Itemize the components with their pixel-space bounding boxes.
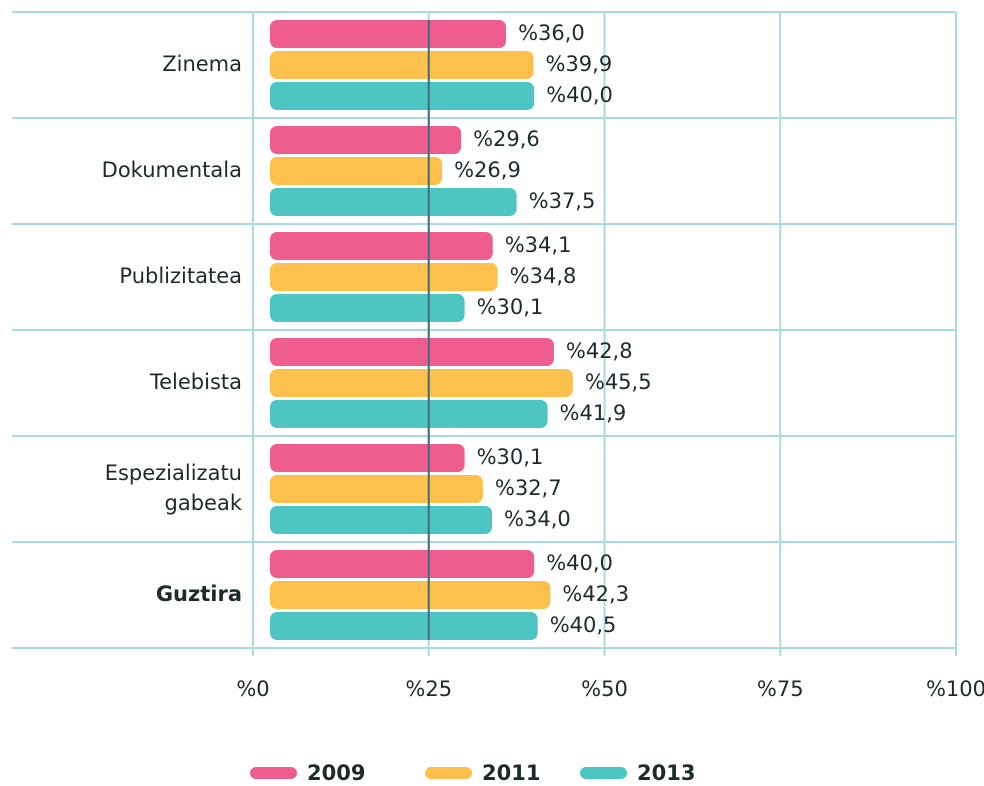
value-label: %39,9 — [545, 52, 612, 76]
value-label: %34,8 — [510, 264, 577, 288]
bar — [270, 369, 573, 397]
bar — [270, 232, 493, 260]
category-label: Guztira — [156, 582, 242, 606]
x-tick-label: %25 — [405, 677, 452, 701]
bar — [270, 263, 498, 291]
category-label: Espezializatu gabeak — [105, 461, 243, 515]
category-label: Dokumentala — [102, 158, 242, 182]
bar — [270, 506, 493, 534]
legend-swatch — [580, 767, 627, 779]
legend-swatch — [250, 767, 297, 779]
value-label: %37,5 — [529, 189, 596, 213]
bar — [270, 338, 554, 366]
bar — [270, 157, 443, 185]
bar — [270, 581, 551, 609]
x-tick-label: %100 — [926, 677, 984, 701]
legend-swatch — [425, 767, 472, 779]
x-tick-label: %50 — [581, 677, 628, 701]
bar — [270, 444, 465, 472]
bar — [270, 475, 483, 503]
value-label: %42,8 — [566, 339, 633, 363]
x-tick-label: %0 — [236, 677, 269, 701]
bar — [270, 20, 507, 48]
value-label: %30,1 — [477, 445, 544, 469]
value-label: %29,6 — [473, 127, 540, 151]
legend-label: 2009 — [307, 761, 365, 785]
value-label: %30,1 — [477, 295, 544, 319]
bar — [270, 550, 535, 578]
value-label: %40,5 — [550, 613, 617, 637]
value-label: %40,0 — [546, 83, 613, 107]
grid — [12, 11, 957, 656]
value-label: %42,3 — [562, 582, 629, 606]
bars — [270, 20, 573, 640]
value-label: %32,7 — [495, 476, 562, 500]
value-label: %41,9 — [560, 401, 627, 425]
value-label: %45,5 — [585, 370, 652, 394]
legend-label: 2013 — [637, 761, 695, 785]
x-tick-label: %75 — [757, 677, 804, 701]
value-label: %36,0 — [518, 21, 585, 45]
value-label: %34,1 — [505, 233, 572, 257]
bar — [270, 294, 465, 322]
category-label: Zinema — [162, 52, 242, 76]
bar — [270, 126, 462, 154]
value-label: %34,0 — [504, 507, 571, 531]
category-label: Telebista — [149, 370, 242, 394]
category-label-line: gabeak — [165, 491, 243, 515]
bar — [270, 612, 538, 640]
category-label: Publizitatea — [119, 264, 242, 288]
value-label: %26,9 — [454, 158, 521, 182]
category-label-line: Espezializatu — [105, 461, 242, 485]
value-label: %40,0 — [546, 551, 613, 575]
bar — [270, 51, 534, 79]
legend-label: 2011 — [482, 761, 540, 785]
bar — [270, 188, 517, 216]
bar — [270, 400, 548, 428]
bar — [270, 82, 535, 110]
